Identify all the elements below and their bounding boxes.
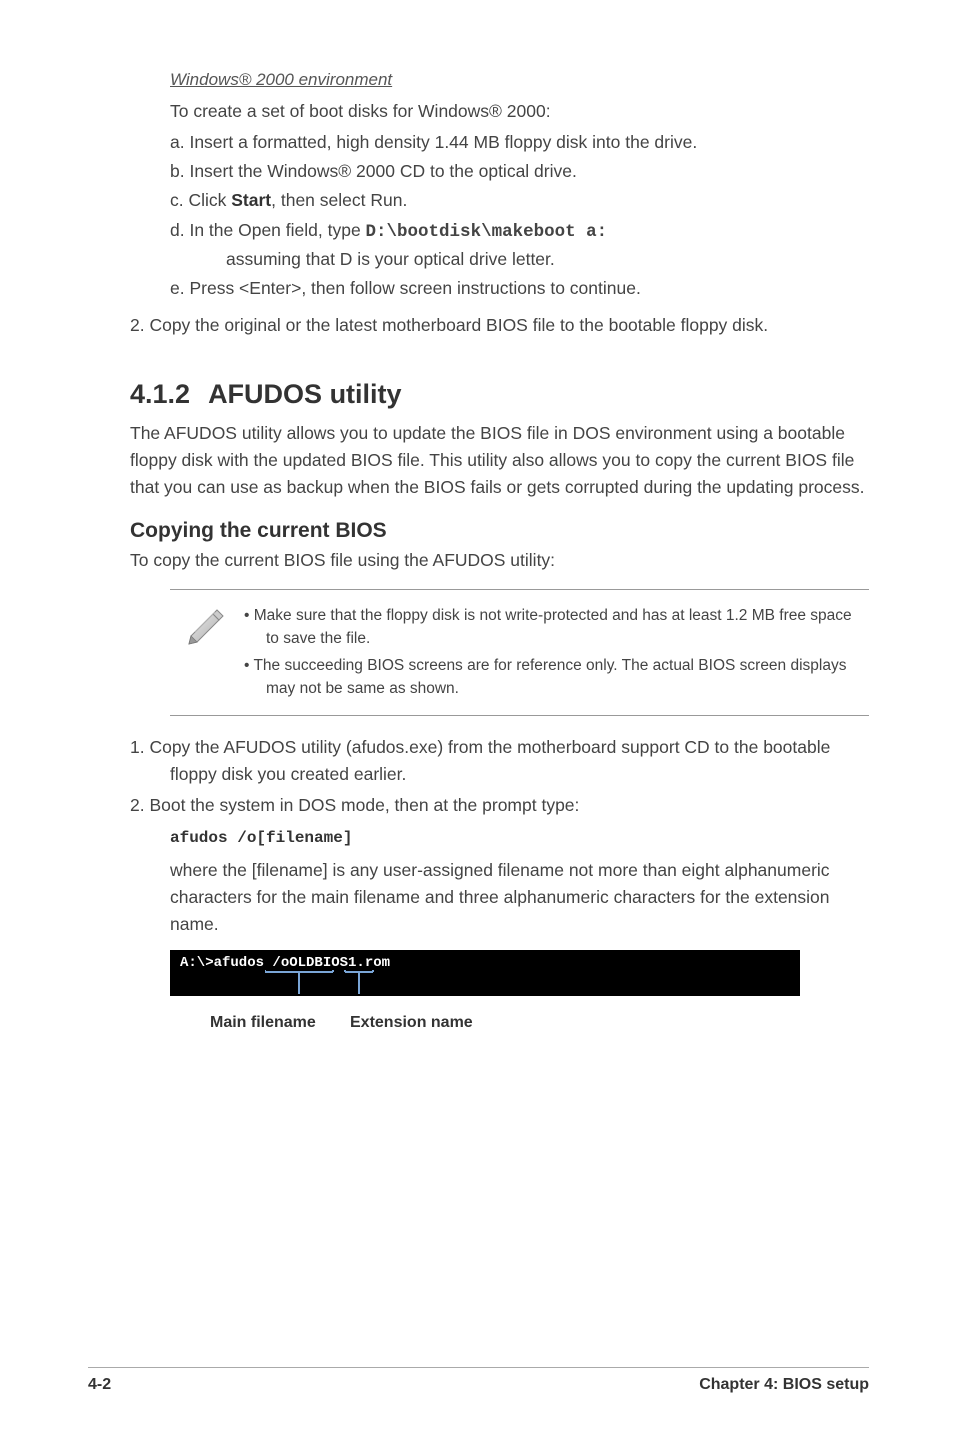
step-d-sub: assuming that D is your optical drive le… [198, 246, 869, 273]
footer-page-number: 4-2 [88, 1376, 111, 1394]
page-container: Windows® 2000 environment To create a se… [0, 0, 954, 1438]
letter-steps: a. Insert a formatted, high density 1.44… [170, 129, 869, 302]
note-bullets: • Make sure that the floppy disk is not … [244, 600, 859, 705]
numstep-2: 2. Boot the system in DOS mode, then at … [130, 792, 869, 819]
note-bullet-2: • The succeeding BIOS screens are for re… [244, 654, 859, 701]
page-footer: 4-2 Chapter 4: BIOS setup [88, 1367, 869, 1394]
section-number: 4.1.2 [130, 379, 190, 410]
windows-env-heading: Windows® 2000 environment [170, 70, 869, 90]
step-c-suffix: , then select Run. [271, 190, 407, 210]
label-extension-name: Extension name [350, 1014, 473, 1032]
step-d-prefix: d. In the Open field, type [170, 220, 366, 240]
footer-chapter: Chapter 4: BIOS setup [699, 1376, 869, 1394]
windows-env-block: Windows® 2000 environment To create a se… [170, 70, 869, 302]
step-d-code: D:\bootdisk\makeboot a: [366, 222, 608, 242]
step-c-bold: Start [231, 190, 271, 210]
section-body: The AFUDOS utility allows you to update … [130, 420, 869, 501]
terminal-box: A:\>afudos /oOLDBIOS1.rom Main filename … [170, 950, 800, 1032]
terminal-black: A:\>afudos /oOLDBIOS1.rom [170, 950, 800, 996]
step-c: c. Click Start, then select Run. [170, 187, 869, 214]
afudos-code: afudos /o[filename] [170, 829, 869, 847]
step-a: a. Insert a formatted, high density 1.44… [170, 129, 869, 156]
copy-heading: Copying the current BIOS [130, 519, 869, 543]
step-e: e. Press <Enter>, then follow screen ins… [170, 275, 869, 302]
step-d: d. In the Open field, type D:\bootdisk\m… [170, 217, 869, 273]
outer-step-2: 2. Copy the original or the latest mothe… [130, 312, 869, 339]
filename-explain: where the [filename] is any user-assigne… [170, 857, 869, 938]
numstep-1: 1. Copy the AFUDOS utility (afudos.exe) … [130, 734, 869, 788]
section-title: AFUDOS utility [208, 379, 402, 409]
outer-num-list-2: 1. Copy the AFUDOS utility (afudos.exe) … [130, 734, 869, 819]
step-b: b. Insert the Windows® 2000 CD to the op… [170, 158, 869, 185]
copy-intro: To copy the current BIOS file using the … [130, 547, 869, 574]
terminal-text: A:\>afudos /oOLDBIOS1.rom [180, 955, 390, 971]
step-c-prefix: c. Click [170, 190, 231, 210]
bracket-diagram-icon [265, 970, 515, 998]
bracket-labels: Main filename Extension name [170, 1014, 800, 1032]
section-heading: 4.1.2 AFUDOS utility [130, 379, 869, 410]
note-bullet-1: • Make sure that the floppy disk is not … [244, 604, 859, 651]
outer-num-list-1: 2. Copy the original or the latest mothe… [130, 312, 869, 339]
intro-line: To create a set of boot disks for Window… [170, 98, 869, 125]
label-main-filename: Main filename [210, 1014, 350, 1032]
note-box: • Make sure that the floppy disk is not … [170, 589, 869, 716]
pencil-note-icon [170, 600, 244, 648]
